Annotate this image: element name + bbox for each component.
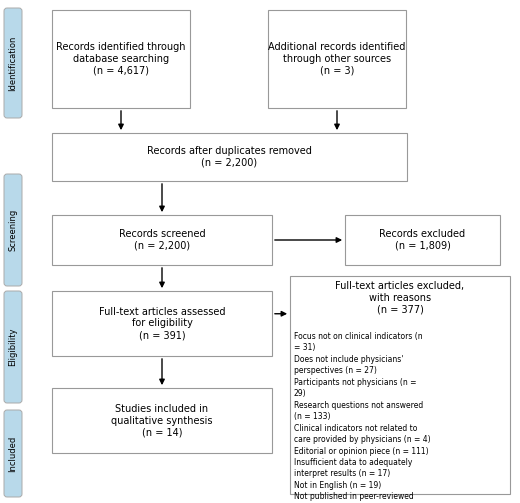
Text: Records excluded
(n = 1,809): Records excluded (n = 1,809) xyxy=(380,229,465,251)
FancyBboxPatch shape xyxy=(4,410,22,497)
Bar xyxy=(268,10,406,108)
Text: Full-text articles excluded,
with reasons
(n = 377): Full-text articles excluded, with reason… xyxy=(335,281,464,314)
Text: Eligibility: Eligibility xyxy=(8,328,18,366)
FancyBboxPatch shape xyxy=(4,8,22,118)
Text: Included: Included xyxy=(8,436,18,472)
Bar xyxy=(52,10,190,108)
Bar xyxy=(52,291,272,356)
Bar xyxy=(52,133,407,181)
Text: Studies included in
qualitative synthesis
(n = 14): Studies included in qualitative synthesi… xyxy=(111,404,213,437)
Bar xyxy=(52,215,272,265)
Text: Additional records identified
through other sources
(n = 3): Additional records identified through ot… xyxy=(268,42,406,75)
Text: Full-text articles assessed
for eligibility
(n = 391): Full-text articles assessed for eligibil… xyxy=(99,307,225,340)
Bar xyxy=(290,276,510,494)
FancyBboxPatch shape xyxy=(4,174,22,286)
Text: Identification: Identification xyxy=(8,35,18,91)
Text: Screening: Screening xyxy=(8,209,18,251)
Text: Records identified through
database searching
(n = 4,617): Records identified through database sear… xyxy=(56,42,186,75)
Bar xyxy=(52,388,272,453)
Text: Focus not on clinical indicators (n
= 31)
Does not include physicians'
perspecti: Focus not on clinical indicators (n = 31… xyxy=(294,332,431,503)
FancyBboxPatch shape xyxy=(4,291,22,403)
Text: Records after duplicates removed
(n = 2,200): Records after duplicates removed (n = 2,… xyxy=(147,146,312,168)
Bar xyxy=(345,215,500,265)
Text: Records screened
(n = 2,200): Records screened (n = 2,200) xyxy=(119,229,205,251)
